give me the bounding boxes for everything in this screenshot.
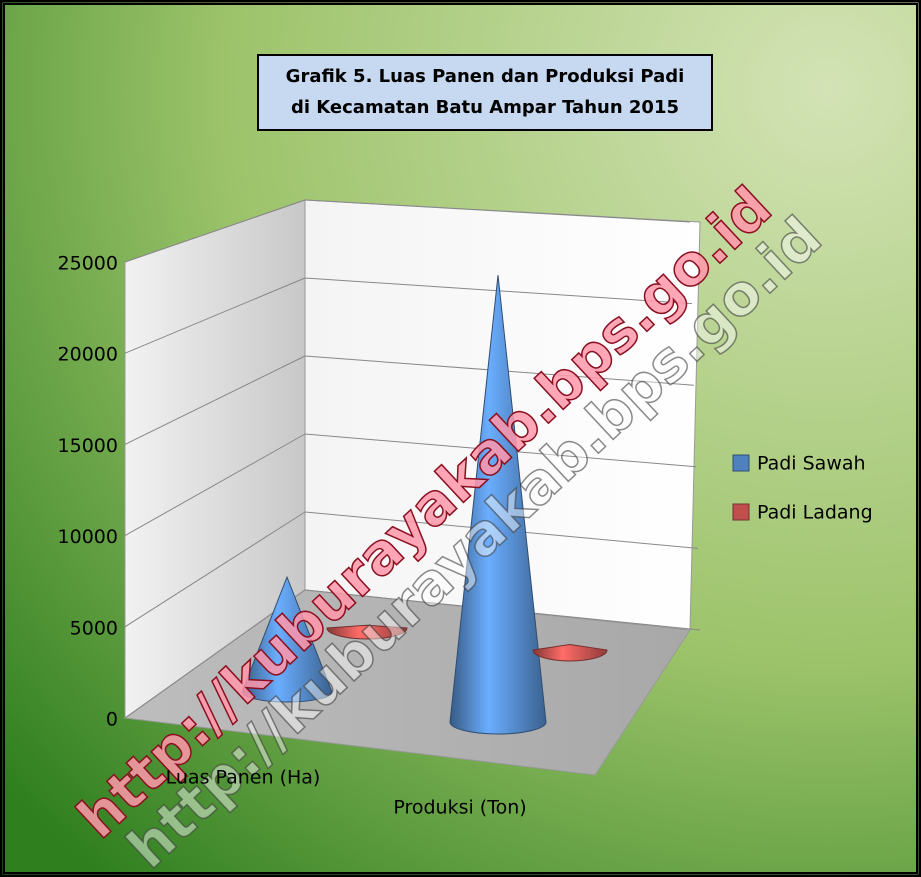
y-tick-label: 15000: [58, 435, 118, 457]
y-tick-label: 20000: [58, 344, 118, 366]
grid-line: [124, 199, 306, 263]
y-tick-label: 5000: [70, 617, 118, 639]
grid-line: [124, 355, 306, 445]
grid-line: [124, 511, 306, 628]
legend-label: Padi Ladang: [757, 502, 873, 524]
cone: [241, 575, 333, 703]
chart-title: Grafik 5. Luas Panen dan Produksi Padi: [286, 66, 685, 87]
legend-label: Padi Sawah: [757, 453, 866, 475]
y-tick-label: 10000: [58, 526, 118, 548]
cone: [326, 624, 408, 640]
y-tick-label: 25000: [58, 253, 118, 275]
legend-swatch: [732, 454, 750, 472]
chart-title: di Kecamatan Batu Ampar Tahun 2015: [291, 97, 679, 118]
x-tick-label: Produksi (Ton): [393, 797, 526, 819]
y-tick-label: 0: [106, 709, 118, 731]
x-tick-label: Luas Panen (Ha): [166, 767, 321, 789]
title-box: [257, 54, 713, 131]
grid-line: [124, 277, 306, 354]
grid-line: [124, 433, 306, 537]
grid-line: [304, 199, 691, 223]
legend-swatch: [732, 503, 750, 521]
cone: [532, 644, 608, 662]
inner-border: [3, 3, 918, 874]
cone: [449, 275, 547, 735]
